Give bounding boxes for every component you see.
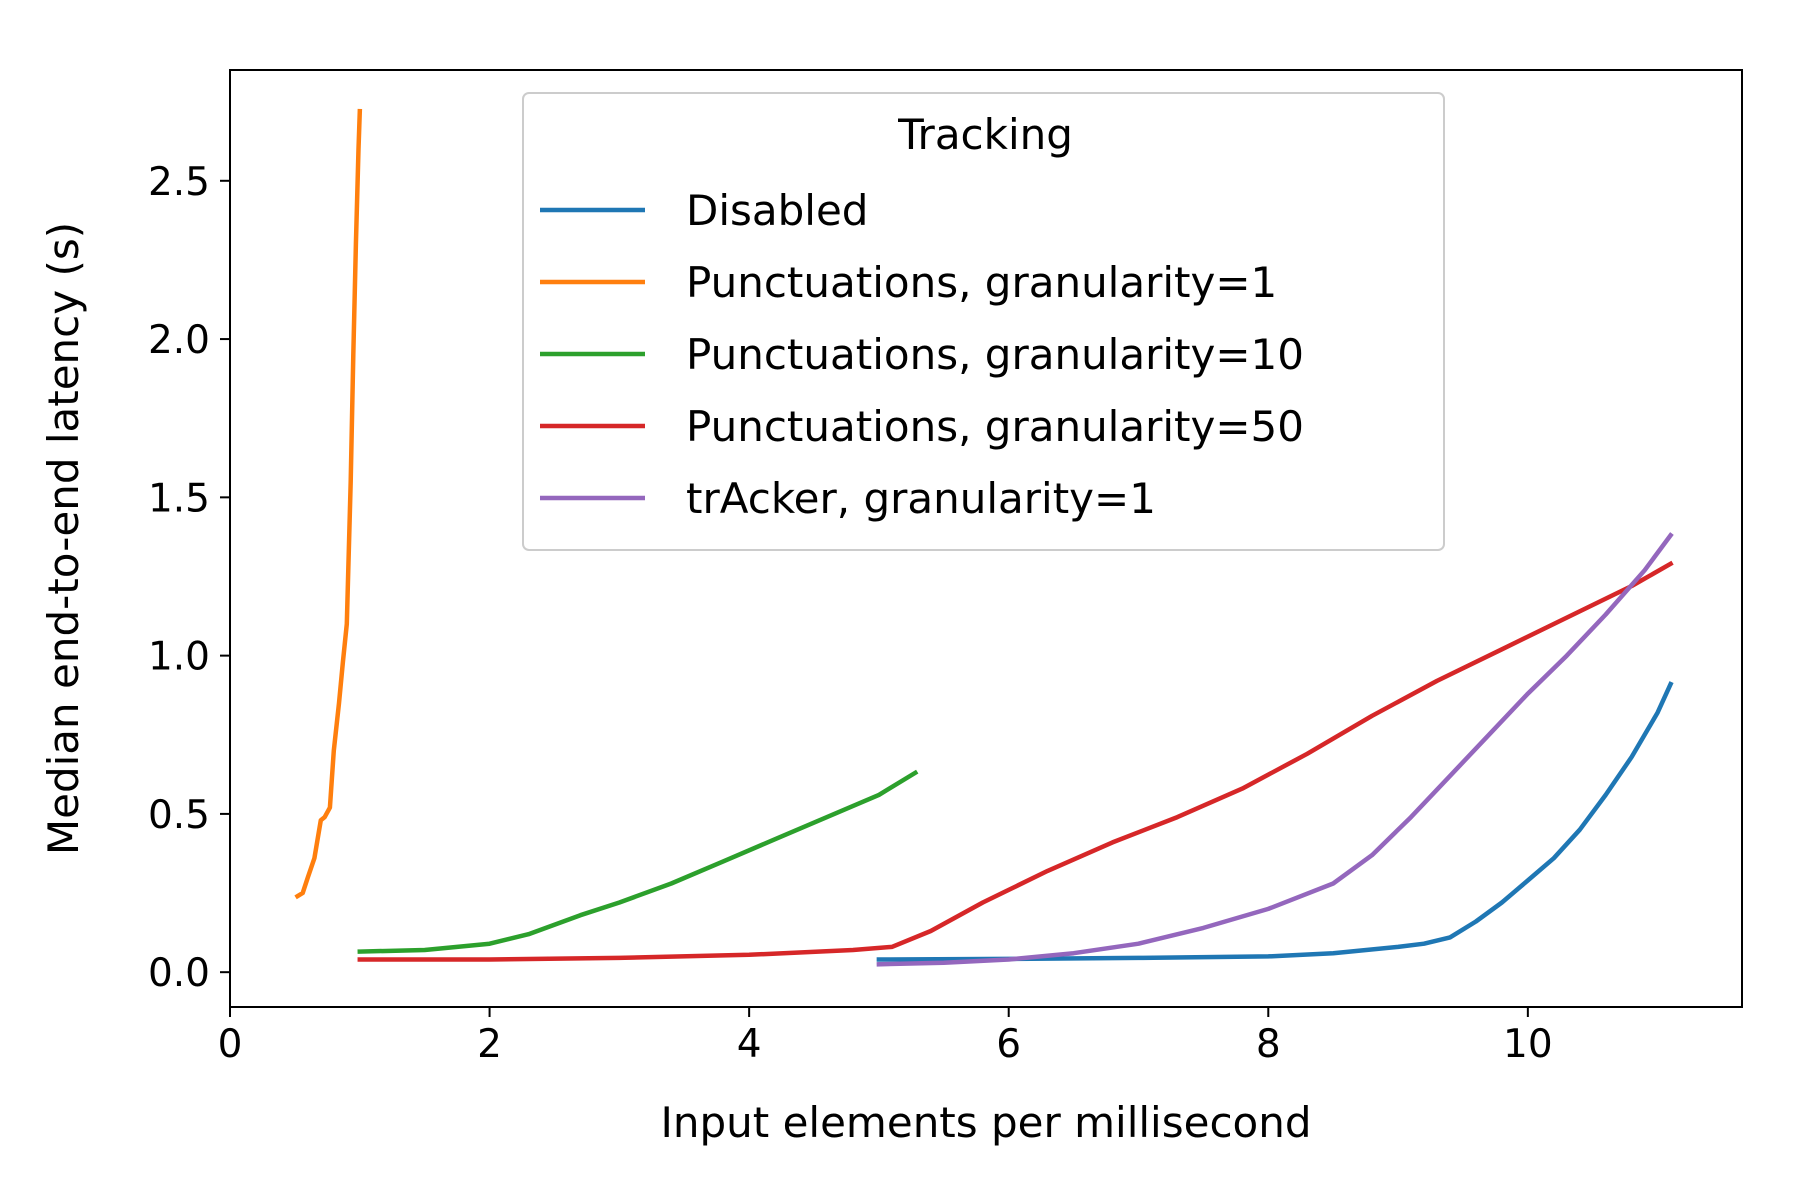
legend: Tracking Disabled Punctuations, granulari… [522, 92, 1445, 551]
legend-entries: Disabled Punctuations, granularity=1 Punct… [540, 186, 1304, 523]
series-line-4 [357, 560, 1674, 962]
x-tick-label: 2 [477, 1022, 502, 1067]
y-tick-label: 0.5 [148, 793, 210, 838]
plot-frame [229, 69, 1743, 1008]
y-axis-label: Median end-to-end latency (s) [39, 222, 88, 855]
y-tick-label: 2.0 [148, 318, 210, 363]
legend-box [522, 92, 1445, 551]
series-line-2 [294, 108, 363, 900]
legend-title: Tracking [897, 110, 1073, 159]
y-axis: 0.0 0.5 1.0 1.5 2.0 2.5 [148, 160, 230, 996]
legend-label-1: Disabled [686, 186, 868, 235]
x-tick-label: 0 [218, 1022, 243, 1067]
x-tick-label: 6 [996, 1022, 1021, 1067]
series-layer [294, 108, 1674, 967]
legend-label-2: Punctuations, granularity=1 [686, 258, 1277, 307]
series-line-3 [357, 769, 919, 954]
series-line-1 [876, 681, 1674, 962]
y-tick-label: 1.5 [148, 476, 210, 521]
series-line-5 [876, 532, 1674, 967]
legend-label-5: trAcker, granularity=1 [686, 474, 1156, 523]
legend-label-4: Punctuations, granularity=50 [686, 402, 1304, 451]
y-tick-label: 2.5 [148, 160, 210, 205]
x-tick-label: 4 [737, 1022, 762, 1067]
x-tick-label: 10 [1503, 1022, 1553, 1067]
y-tick-label: 0.0 [148, 951, 210, 996]
x-axis-label: Input elements per millisecond [660, 1098, 1311, 1147]
legend-label-3: Punctuations, granularity=10 [686, 330, 1304, 379]
y-tick-label: 1.0 [148, 635, 210, 680]
x-tick-label: 8 [1256, 1022, 1281, 1067]
x-axis: 0 2 4 6 8 10 [218, 1007, 1553, 1067]
